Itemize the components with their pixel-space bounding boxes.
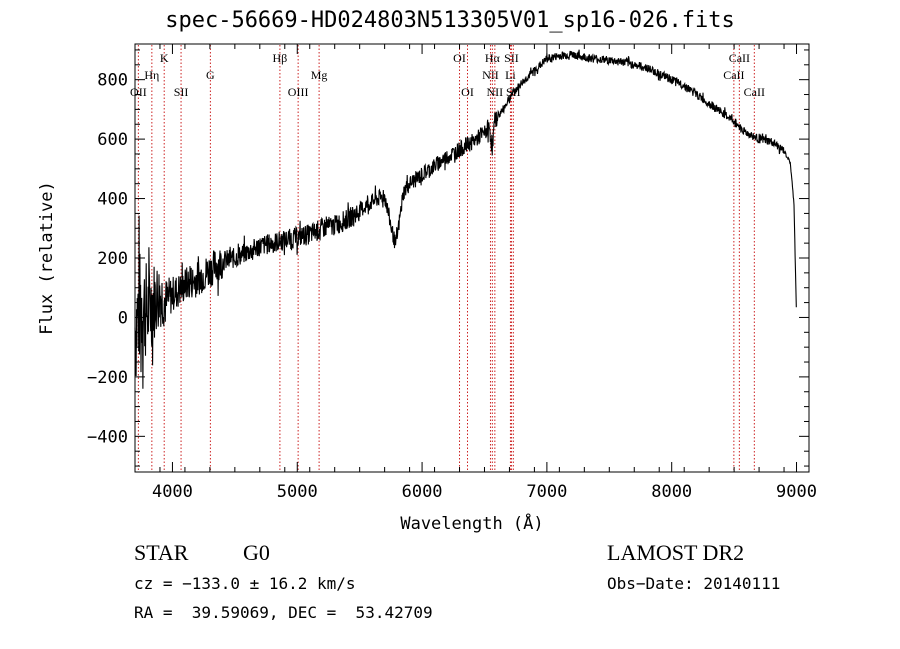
line-marker-label: SII bbox=[174, 85, 189, 99]
line-marker-label: SII bbox=[504, 51, 519, 65]
x-axis-ticks: 4000 5000 6000 7000 8000 9000 bbox=[134, 44, 817, 502]
line-marker-label: CaII bbox=[729, 51, 750, 65]
y-axis-label: Flux (relative) bbox=[37, 181, 57, 335]
x-tick-label: 9000 bbox=[776, 482, 817, 502]
line-marker-label: Hα bbox=[485, 51, 501, 65]
x-axis-label: Wavelength (Å) bbox=[400, 512, 543, 534]
y-tick-label: −200 bbox=[87, 368, 128, 388]
x-tick-label: 4000 bbox=[152, 482, 193, 502]
y-tick-label: 600 bbox=[97, 130, 128, 150]
line-marker-label: Hβ bbox=[273, 51, 288, 65]
x-tick-label: 8000 bbox=[651, 482, 692, 502]
line-markers: OIIHηKSIIGHβOIIIMgOIOINIIHαNIISIILiSIICa… bbox=[130, 45, 765, 471]
x-tick-label: 7000 bbox=[526, 482, 567, 502]
observation-date: Obs−Date: 20140111 bbox=[607, 574, 781, 593]
chart-title: spec-56669-HD024803N513305V01_sp16-026.f… bbox=[165, 8, 735, 33]
line-marker-label: NII bbox=[482, 68, 499, 82]
sky-coordinates: RA = 39.59069, DEC = 53.42709 bbox=[134, 603, 433, 622]
line-marker-label: CaII bbox=[723, 68, 744, 82]
x-tick-label: 6000 bbox=[402, 482, 443, 502]
line-marker-label: Hη bbox=[144, 68, 159, 82]
y-tick-label: 0 bbox=[118, 308, 128, 328]
line-marker-label: Li bbox=[505, 68, 516, 82]
y-tick-label: −400 bbox=[87, 427, 128, 447]
object-subclass: G0 bbox=[243, 540, 270, 565]
y-axis-ticks: −400 −200 0 200 400 600 800 bbox=[87, 49, 809, 467]
line-marker-label: OI bbox=[461, 85, 474, 99]
y-tick-label: 200 bbox=[97, 249, 128, 269]
flux-line bbox=[134, 49, 797, 389]
redshift-velocity: cz = −133.0 ± 16.2 km/s bbox=[134, 574, 356, 593]
x-tick-label: 5000 bbox=[277, 482, 318, 502]
line-marker-label: OI bbox=[453, 51, 466, 65]
y-tick-label: 800 bbox=[97, 71, 128, 91]
line-marker-label: CaII bbox=[744, 85, 765, 99]
survey-name: LAMOST DR2 bbox=[607, 540, 745, 565]
y-tick-label: 400 bbox=[97, 190, 128, 210]
line-marker-label: K bbox=[160, 51, 169, 65]
object-class: STAR bbox=[134, 540, 189, 565]
line-marker-label: NII bbox=[487, 85, 504, 99]
line-marker-label: OII bbox=[130, 85, 147, 99]
line-marker-label: Mg bbox=[311, 68, 328, 82]
line-marker-label: OIII bbox=[288, 85, 309, 99]
line-marker-label: G bbox=[206, 68, 215, 82]
